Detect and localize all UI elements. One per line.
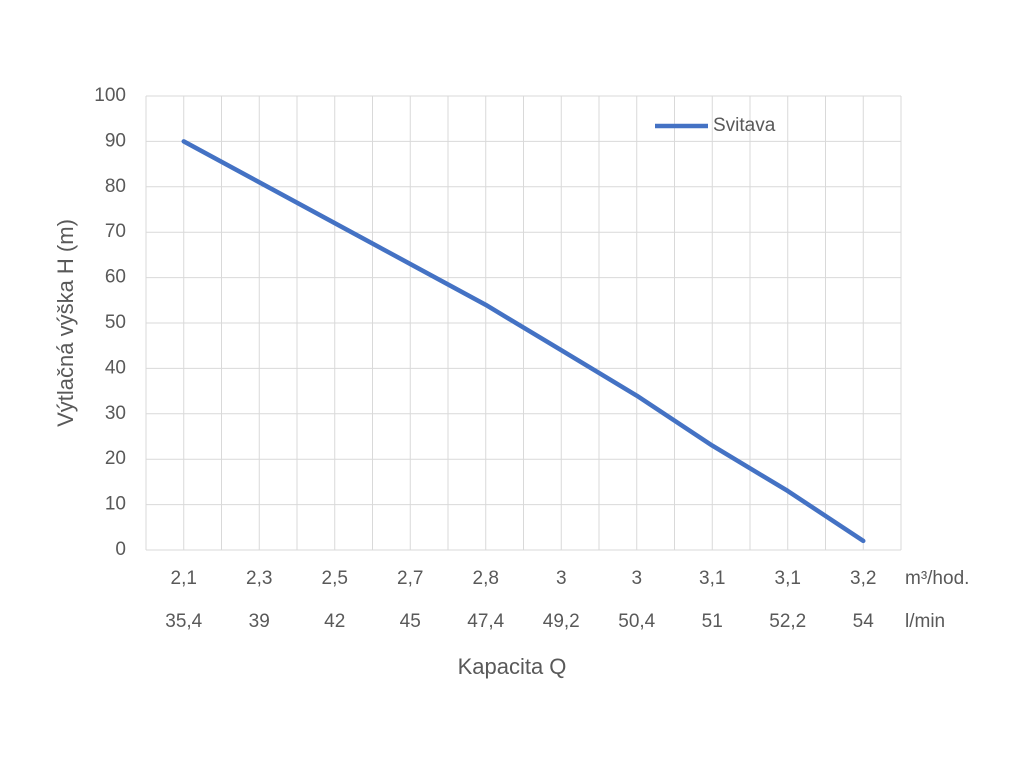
y-tick-label: 10 <box>105 494 126 515</box>
x-tick-label: 2,1 <box>171 568 197 589</box>
x-tick-label: 3 <box>631 568 642 589</box>
x-unit-label: m³/hod. <box>905 568 969 589</box>
y-tick-label: 60 <box>105 267 126 288</box>
data-line <box>181 139 866 544</box>
y-tick-label: 30 <box>105 403 126 424</box>
y-tick-label: 100 <box>94 85 126 106</box>
y-tick-label: 70 <box>105 221 126 242</box>
x-tick-label-secondary: 51 <box>702 611 723 632</box>
x-tick-label-secondary: 49,2 <box>543 611 580 632</box>
x-tick-label: 2,7 <box>397 568 423 589</box>
x-tick-label-secondary: 42 <box>324 611 345 632</box>
y-tick-label: 0 <box>115 539 126 560</box>
y-tick-label: 20 <box>105 448 126 469</box>
x-tick-label-secondary: 54 <box>853 611 875 632</box>
x-unit-label: l/min <box>905 611 945 632</box>
x-tick-label-secondary: 47,4 <box>467 611 504 632</box>
x-axis-title: Kapacita Q <box>458 654 567 679</box>
y-axis-title: Výtlačná výška H (m) <box>53 219 78 427</box>
x-tick-label-secondary: 39 <box>249 611 270 632</box>
x-tick-label: 2,3 <box>246 568 272 589</box>
y-tick-label: 80 <box>105 176 126 197</box>
y-tick-label: 90 <box>105 130 126 151</box>
x-tick-label-secondary: 45 <box>400 611 421 632</box>
x-tick-label-secondary: 52,2 <box>769 611 806 632</box>
x-tick-label-secondary: 50,4 <box>618 611 655 632</box>
y-tick-label: 50 <box>105 312 126 333</box>
y-tick-label: 40 <box>105 357 126 378</box>
x-tick-label: 3 <box>556 568 567 589</box>
x-tick-label: 3,2 <box>850 568 876 589</box>
x-tick-label: 3,1 <box>699 568 725 589</box>
x-tick-label: 3,1 <box>775 568 801 589</box>
legend-label: Svitava <box>713 115 776 136</box>
x-tick-label: 2,8 <box>473 568 499 589</box>
x-tick-label-secondary: 35,4 <box>165 611 202 632</box>
x-tick-label: 2,5 <box>322 568 348 589</box>
